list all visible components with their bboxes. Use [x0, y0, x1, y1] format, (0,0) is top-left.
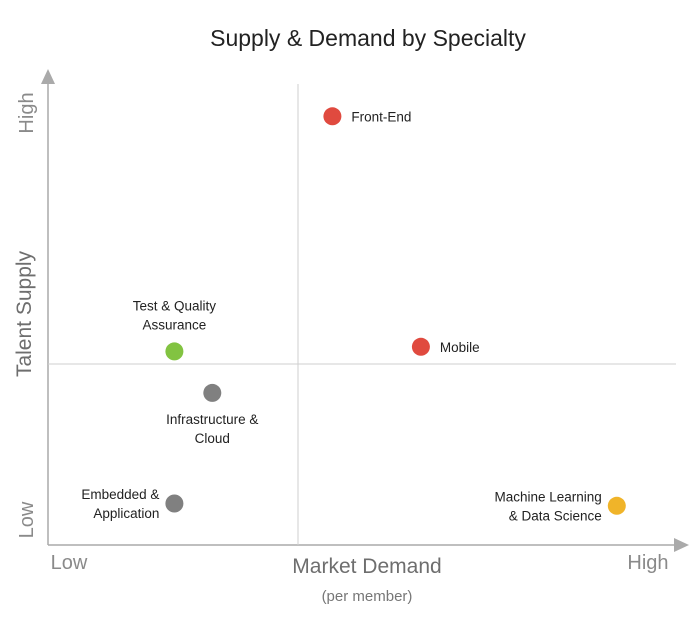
point-marker-mobile: [411, 337, 430, 356]
y-axis-arrow: [41, 69, 55, 84]
point-front-end: Front-End: [323, 107, 411, 126]
point-marker-front-end: [323, 107, 342, 126]
points-layer: Front-End Mobile Test & Quality Assurance In…: [81, 107, 626, 523]
y-tick-low: Low: [16, 501, 38, 538]
y-axis-title: Talent Supply: [13, 250, 36, 377]
point-embedded-and-application: Embedded & Application: [81, 487, 184, 521]
point-label-infrastructure-and-cloud-line-1: Infrastructure &: [166, 412, 258, 427]
point-label-infrastructure-and-cloud-line-2: Cloud: [195, 431, 230, 446]
point-label-test-and-quality-assurance-line-1: Test & Quality: [133, 298, 217, 313]
x-tick-low: Low: [51, 552, 88, 574]
point-machine-learning-and-data-science: Machine Learning & Data Science: [494, 489, 626, 523]
point-test-and-quality-assurance: Test & Quality Assurance: [133, 298, 217, 361]
point-label-mobile-line-1: Mobile: [440, 340, 480, 355]
x-axis-subtitle: (per member): [322, 588, 413, 605]
point-marker-embedded-and-application: [165, 494, 184, 513]
point-label-machine-learning-and-data-science-line-1: Machine Learning: [494, 489, 601, 504]
point-infrastructure-and-cloud: Infrastructure & Cloud: [166, 383, 258, 446]
point-marker-test-and-quality-assurance: [165, 342, 184, 361]
x-tick-high: High: [627, 552, 668, 574]
x-axis-title: Market Demand: [292, 555, 441, 578]
point-label-machine-learning-and-data-science-line-2: & Data Science: [509, 508, 602, 523]
y-tick-high: High: [16, 92, 38, 133]
point-mobile: Mobile: [411, 337, 480, 356]
point-label-embedded-and-application-line-1: Embedded &: [81, 487, 159, 502]
point-label-front-end-line-1: Front-End: [351, 109, 411, 124]
point-marker-infrastructure-and-cloud: [203, 383, 222, 402]
point-label-test-and-quality-assurance-line-2: Assurance: [143, 317, 207, 332]
point-label-embedded-and-application-line-2: Application: [93, 506, 159, 521]
chart-title: Supply & Demand by Specialty: [210, 25, 526, 51]
x-axis-arrow: [674, 538, 689, 552]
point-marker-machine-learning-and-data-science: [607, 496, 626, 515]
